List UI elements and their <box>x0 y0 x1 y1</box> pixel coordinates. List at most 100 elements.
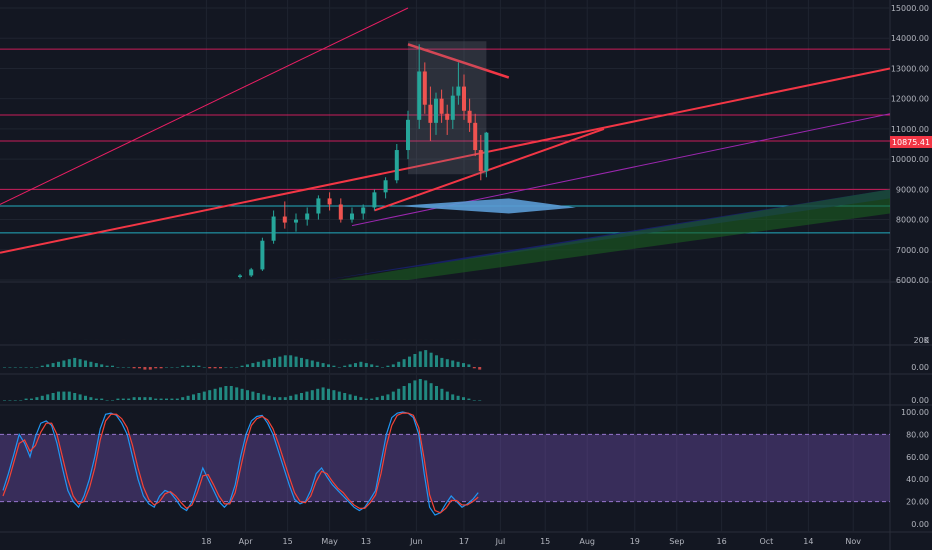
indicator-2-bar <box>478 400 482 401</box>
indicator-1-bar <box>51 363 55 367</box>
indicator-2-bar <box>337 391 341 400</box>
indicator-2-bar <box>19 400 23 401</box>
candle-body <box>338 204 343 220</box>
indicator-1-bar <box>240 365 244 367</box>
candle-body <box>467 110 472 123</box>
indicator-2-bar <box>111 400 114 401</box>
channel-band <box>324 189 890 280</box>
indicator-1-bar <box>256 361 260 367</box>
indicator-1-bar <box>89 361 93 367</box>
indicator-1-bar <box>456 361 460 367</box>
indicator-2-bar <box>278 397 282 400</box>
price-tag: 10875.41 <box>890 136 932 148</box>
indicator-1-bar <box>8 367 12 368</box>
candle-body <box>383 180 388 193</box>
indicator-2-bar <box>305 391 309 400</box>
time-tick-label: 15 <box>540 537 550 546</box>
indicator-1-bar <box>386 365 390 367</box>
indicator-2-pane[interactable] <box>3 379 482 401</box>
indicator-2-bar <box>30 398 33 400</box>
indicator-2-bar <box>197 393 201 400</box>
indicator-1-bar <box>219 367 222 369</box>
indicator-1-bar <box>132 367 136 369</box>
indicator-1-pane[interactable] <box>3 350 482 370</box>
indicator-2-bar <box>413 380 417 400</box>
indicator-2-bar <box>84 395 87 400</box>
indicator-2-bar <box>300 393 303 400</box>
price-tick-label: 8000.00 <box>896 216 929 225</box>
channel-band <box>338 189 890 280</box>
indicator-2-bar <box>408 383 411 400</box>
indicator-1-bar <box>418 351 422 367</box>
indicator-1-bar <box>197 365 201 367</box>
indicator-1-bar <box>348 364 352 367</box>
indicator-1-bar <box>478 367 482 370</box>
indicator-2-bar <box>262 394 266 400</box>
stoch-tick-label: 80.00 <box>906 430 929 439</box>
candle-body <box>428 104 433 123</box>
indicator-1-bar <box>321 363 325 367</box>
candle-body <box>462 86 466 111</box>
trend-line <box>407 43 510 79</box>
time-tick-label: 17 <box>459 537 469 546</box>
indicator-1-bar <box>246 364 249 367</box>
time-tick-label: Apr <box>239 537 254 546</box>
indicator-1-bar <box>251 363 255 367</box>
indicator-1-bar <box>283 355 287 367</box>
indicator-2-bar <box>386 394 390 400</box>
price-axis[interactable]: 6000.00 7000.00 8000.00 9000.00 10000.00 1100… <box>891 4 930 529</box>
indicator-2-bar <box>181 397 185 400</box>
candle-body <box>249 269 254 276</box>
indicator-1-bar <box>370 364 374 367</box>
candle-body <box>238 275 242 277</box>
trend-line <box>0 7 409 205</box>
indicator-2-bar <box>148 397 152 400</box>
indicator-2-bar <box>73 393 77 400</box>
candle-body <box>260 240 265 270</box>
indicator-1-bar <box>78 359 82 367</box>
indicator-2-bar <box>327 388 330 400</box>
indicator-2-bar <box>456 395 460 400</box>
price-tick-label: 13000.00 <box>891 64 929 73</box>
indicator-2-bar <box>364 398 368 400</box>
indicator-1-bar <box>24 367 28 368</box>
indicator-1-bar <box>67 359 71 367</box>
indicator-1-bar <box>294 356 298 367</box>
indicator-2-bar <box>332 390 336 400</box>
indicator-2-bar <box>138 397 141 400</box>
candle-body <box>439 98 444 114</box>
trend-line <box>0 67 891 254</box>
stochastic-pane[interactable] <box>0 411 890 516</box>
indicator-2-bar <box>273 397 276 400</box>
candle-body <box>445 113 450 120</box>
price-tick-label: 9000.00 <box>896 185 929 194</box>
indicator-1-bar <box>202 367 206 368</box>
indicator-2-tick: 0.00 <box>911 396 929 405</box>
indicator-1-bar <box>105 365 109 367</box>
candle-body <box>406 119 410 151</box>
indicator-2-bar <box>224 386 228 400</box>
candle-body <box>294 219 298 223</box>
price-pane[interactable] <box>0 7 891 280</box>
indicator-2-bar <box>348 394 352 400</box>
indicator-1-bar <box>213 367 217 369</box>
indicator-1-bar <box>148 367 152 370</box>
time-axis[interactable]: 18 Apr 15 May 13 Jun 17 Jul 15 Aug 19 Sep 16 Oct 14 Nov <box>201 537 861 546</box>
arrow-annotation <box>396 198 576 214</box>
indicator-2-bar <box>229 386 233 400</box>
time-tick-label: Oct <box>759 537 773 546</box>
volume-tick-label: 0 <box>924 336 929 345</box>
indicator-1-bar <box>359 361 363 367</box>
indicator-2-bar <box>57 391 60 400</box>
indicator-2-bar <box>192 394 195 400</box>
indicator-2-bar <box>121 398 125 400</box>
indicator-1-bar <box>94 363 98 367</box>
indicator-2-bar <box>51 393 55 400</box>
candle-body <box>316 198 321 214</box>
indicator-1-bar <box>413 354 417 367</box>
indicator-1-bar <box>40 365 44 367</box>
candle-body <box>473 122 478 151</box>
indicator-2-bar <box>170 398 174 400</box>
time-tick-label: 18 <box>201 537 211 546</box>
